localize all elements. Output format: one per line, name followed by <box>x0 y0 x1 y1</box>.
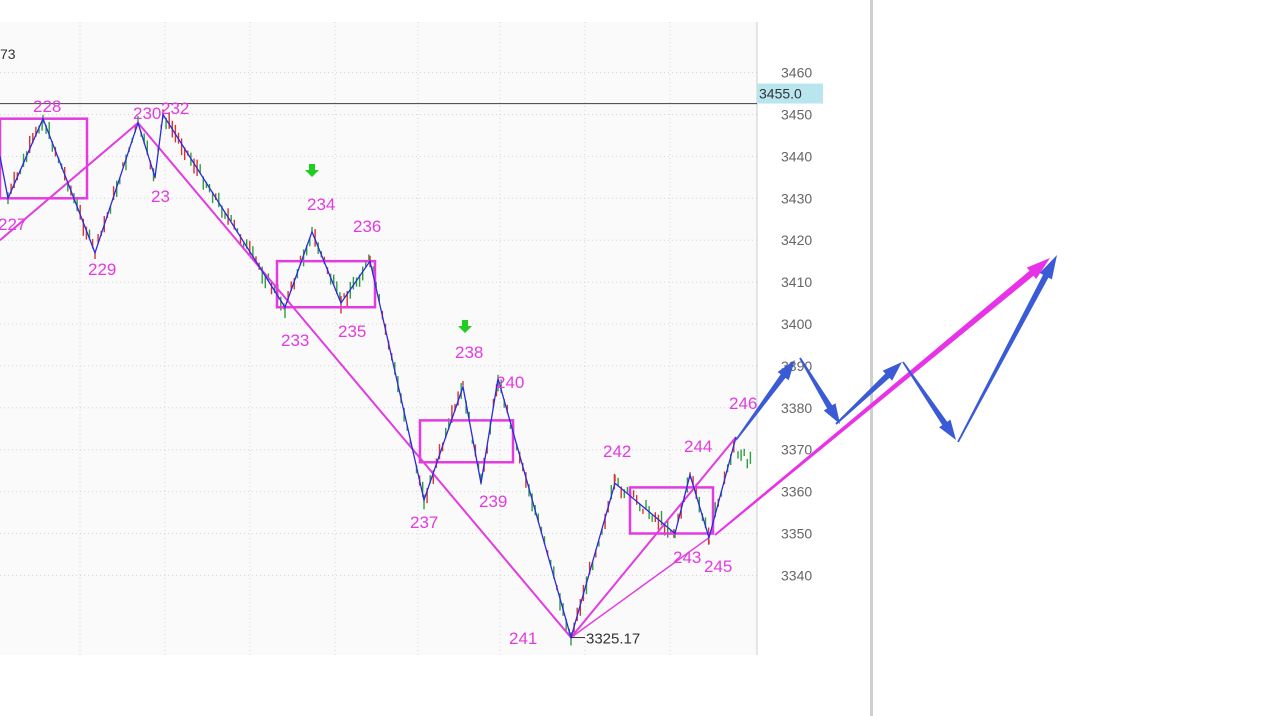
wave-label-237: 237 <box>410 513 438 532</box>
projection-trend-arrow <box>714 258 1050 536</box>
panel-divider <box>870 0 873 716</box>
wave-labels: 227 228 229 230 23 232 233 234 235 236 237 238 239 24… <box>0 97 757 648</box>
projection-wave-arrow <box>957 255 1057 443</box>
wave-label-241: 241 <box>509 629 537 648</box>
y-tick-label: 3370 <box>781 442 812 458</box>
wave-label-246: 246 <box>729 394 757 413</box>
plot-area <box>0 22 757 655</box>
trend-line <box>0 121 737 640</box>
reference-price-label: 3455.0 <box>759 86 802 102</box>
wave-label-239: 239 <box>479 492 507 511</box>
wave-label-234: 234 <box>307 195 335 214</box>
signal-arrows <box>305 164 472 333</box>
wave-label-240: 240 <box>496 373 524 392</box>
trend-lines <box>0 121 737 640</box>
zigzag-line <box>0 112 737 640</box>
wave-label-243: 243 <box>673 548 701 567</box>
projection-wave-arrow <box>735 360 795 441</box>
wave-label-235: 235 <box>338 322 366 341</box>
y-tick-label: 3440 <box>781 148 812 164</box>
wave-label-244: 244 <box>684 437 712 456</box>
projection-drawing <box>714 255 1057 536</box>
trend-line <box>570 537 710 639</box>
wave-label-227: 227 <box>0 215 26 234</box>
corner-label: 73 <box>0 46 16 62</box>
wave-label-228: 228 <box>33 97 61 116</box>
zigzag-series-line <box>0 112 737 640</box>
y-tick-label: 3420 <box>781 232 812 248</box>
low-price-label: 3325.17 <box>586 631 640 648</box>
consolidation-box <box>628 486 715 535</box>
wave-label-229: 229 <box>88 260 116 279</box>
wave-label-231: 23 <box>151 187 170 206</box>
wave-label-236: 236 <box>353 217 381 236</box>
y-tick-label: 3340 <box>781 567 812 583</box>
y-tick-labels: 3460345034403430342034103400339033803370… <box>781 65 812 584</box>
wave-label-232: 232 <box>161 99 189 118</box>
y-tick-label: 3430 <box>781 190 812 206</box>
reference-price-tag <box>757 83 823 104</box>
signal-down-arrow <box>305 164 319 177</box>
wave-label-242: 242 <box>603 442 631 461</box>
consolidation-box <box>418 419 515 464</box>
projection-wave-arrow <box>799 357 840 424</box>
signal-down-arrow <box>458 320 472 333</box>
y-axis-panel <box>757 22 823 655</box>
y-tick-label: 3410 <box>781 274 812 290</box>
wave-label-230: 230 <box>133 104 161 123</box>
y-tick-label: 3450 <box>781 107 812 123</box>
gridlines <box>0 22 757 655</box>
wave-label-238: 238 <box>455 343 483 362</box>
y-tick-label: 3400 <box>781 316 812 332</box>
projection-wave-arrow <box>902 361 956 440</box>
y-tick-label: 3360 <box>781 484 812 500</box>
wave-label-233: 233 <box>281 331 309 350</box>
y-tick-label: 3460 <box>781 65 812 81</box>
y-tick-label: 3380 <box>781 400 812 416</box>
wave-label-245: 245 <box>704 557 732 576</box>
reference-line-group: 3455.0 3325.17 <box>0 83 823 648</box>
projection-wave-arrow <box>835 362 902 425</box>
y-tick-label: 3350 <box>781 526 812 542</box>
